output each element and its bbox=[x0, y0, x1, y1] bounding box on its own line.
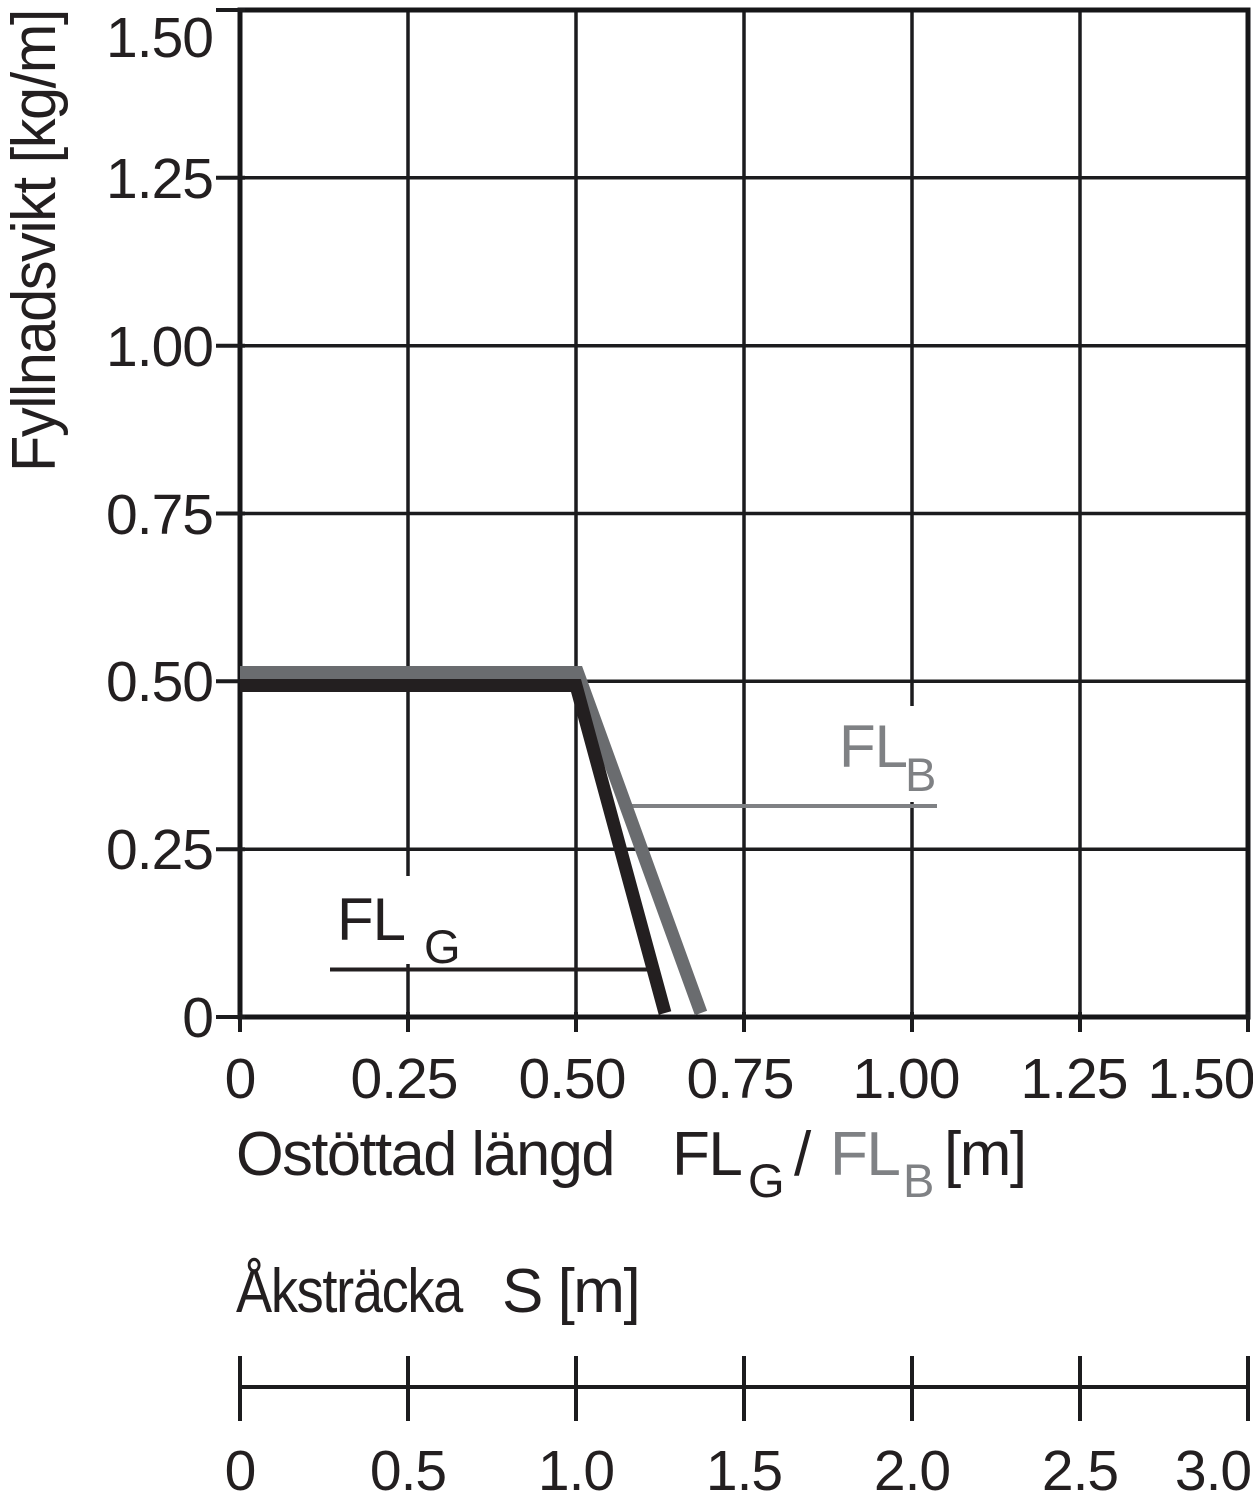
x-tick-label: 1.00 bbox=[853, 1047, 960, 1111]
x-tick-label: 0 bbox=[225, 1047, 256, 1111]
flb-curve bbox=[240, 666, 708, 1016]
flb-callout: FL B bbox=[625, 713, 937, 808]
x-axis-title-flg: FL bbox=[672, 1120, 741, 1189]
flb-label-subscript: B bbox=[905, 748, 936, 801]
flg-curve bbox=[240, 679, 672, 1015]
secondary-axis: Åksträcka S [m] 0 0.5 1.0 1.5 2.0 2.5 3.… bbox=[225, 1257, 1252, 1500]
flb-label: FL bbox=[839, 713, 907, 780]
s-tick-label: 2.0 bbox=[874, 1439, 950, 1500]
s-tick-label: 3.0 bbox=[1175, 1439, 1251, 1500]
x-axis-title-prefix: Ostöttad längd bbox=[236, 1120, 614, 1189]
s-tick-label: 2.5 bbox=[1042, 1439, 1118, 1500]
x-tick-label: 0.75 bbox=[687, 1047, 794, 1111]
flg-callout: FL G bbox=[330, 886, 652, 973]
secondary-axis-symbol: S [m] bbox=[502, 1257, 639, 1326]
s-tick-label: 1.5 bbox=[706, 1439, 782, 1500]
x-tick-label: 1.25 bbox=[1021, 1047, 1128, 1111]
flg-label-subscript: G bbox=[424, 920, 461, 973]
y-axis-title: Fyllnadsvikt [kg/m] bbox=[0, 10, 69, 472]
x-tick-label: 0.25 bbox=[351, 1047, 458, 1111]
flg-label-mask bbox=[326, 876, 492, 964]
y-tick-label: 1.00 bbox=[106, 315, 213, 379]
x-axis-title: Ostöttad längd FL G / FL B [m] bbox=[236, 1120, 1027, 1207]
x-axis-labels: 0 0.25 0.50 0.75 1.00 1.25 1.50 bbox=[225, 1047, 1253, 1111]
flg-label: FL bbox=[337, 886, 405, 953]
s-tick-label: 1.0 bbox=[538, 1439, 614, 1500]
x-tick-label: 0.50 bbox=[519, 1047, 626, 1111]
x-axis-title-unit: [m] bbox=[944, 1120, 1026, 1189]
secondary-axis-title: Åksträcka bbox=[236, 1257, 464, 1326]
grid bbox=[237, 7, 1251, 1020]
y-tick-label: 1.50 bbox=[106, 6, 213, 70]
s-tick-label: 0 bbox=[225, 1439, 256, 1500]
x-axis-title-flb-subscript: B bbox=[903, 1154, 934, 1207]
flb-label-mask bbox=[830, 706, 950, 802]
s-tick-label: 0.5 bbox=[370, 1439, 446, 1500]
y-tick-label: 0 bbox=[182, 986, 213, 1050]
x-axis-title-flg-subscript: G bbox=[748, 1154, 785, 1207]
y-axis-labels: 1.50 1.25 1.00 0.75 0.50 0.25 0 bbox=[106, 6, 214, 1050]
y-tick-label: 0.25 bbox=[106, 818, 213, 882]
x-axis-title-slash: / bbox=[794, 1120, 812, 1189]
x-tick-label: 1.50 bbox=[1148, 1047, 1253, 1111]
y-tick-label: 0.50 bbox=[106, 650, 213, 714]
x-axis-title-flb: FL bbox=[830, 1120, 899, 1189]
y-tick-label: 0.75 bbox=[106, 483, 213, 547]
x-axis-ticks bbox=[238, 1012, 1250, 1032]
y-tick-label: 1.25 bbox=[106, 147, 213, 211]
